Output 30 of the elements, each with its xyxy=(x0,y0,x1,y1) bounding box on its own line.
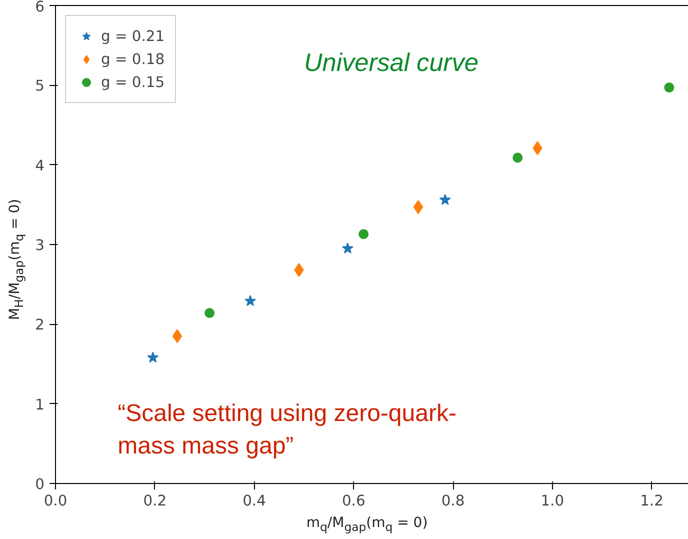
x-tick-label: 0.8 xyxy=(441,492,465,510)
point xyxy=(512,152,523,163)
x-tick-label: 1.0 xyxy=(540,492,564,510)
legend-label: g = 0.15 xyxy=(101,74,165,90)
point xyxy=(342,242,354,254)
annotation: Universal curve xyxy=(304,49,478,78)
point xyxy=(172,329,182,344)
y-tick-label: 1 xyxy=(35,396,45,414)
y-tick-label: 3 xyxy=(35,237,45,254)
annotation: “Scale setting using zero-quark- mass mass gap” xyxy=(118,400,456,460)
y-tick-label: 4 xyxy=(35,157,45,174)
legend-label: g = 0.18 xyxy=(101,50,165,68)
legend-label: g = 0.21 xyxy=(101,28,165,44)
x-tick-label: 1.2 xyxy=(640,492,664,510)
point xyxy=(147,352,159,363)
x-tick-label: 0.0 xyxy=(44,492,68,510)
point xyxy=(244,295,256,306)
y-tick-label: 2 xyxy=(35,316,45,334)
y-tick-label: 5 xyxy=(35,78,45,95)
point xyxy=(204,308,215,318)
point xyxy=(664,82,674,93)
y-tick-label: 0 xyxy=(35,476,45,493)
x-tick-label: 0.4 xyxy=(242,492,266,510)
point xyxy=(413,200,424,214)
x-axis-title: m$_{q}$/M$_{gap}$(m$_{q}$ = 0) xyxy=(305,514,429,536)
point xyxy=(358,229,369,240)
point xyxy=(439,194,451,205)
x-tick-label: 0.6 xyxy=(342,492,366,510)
x-tick-label: 0.2 xyxy=(143,492,167,510)
y-tick-label: 6 xyxy=(35,0,45,16)
